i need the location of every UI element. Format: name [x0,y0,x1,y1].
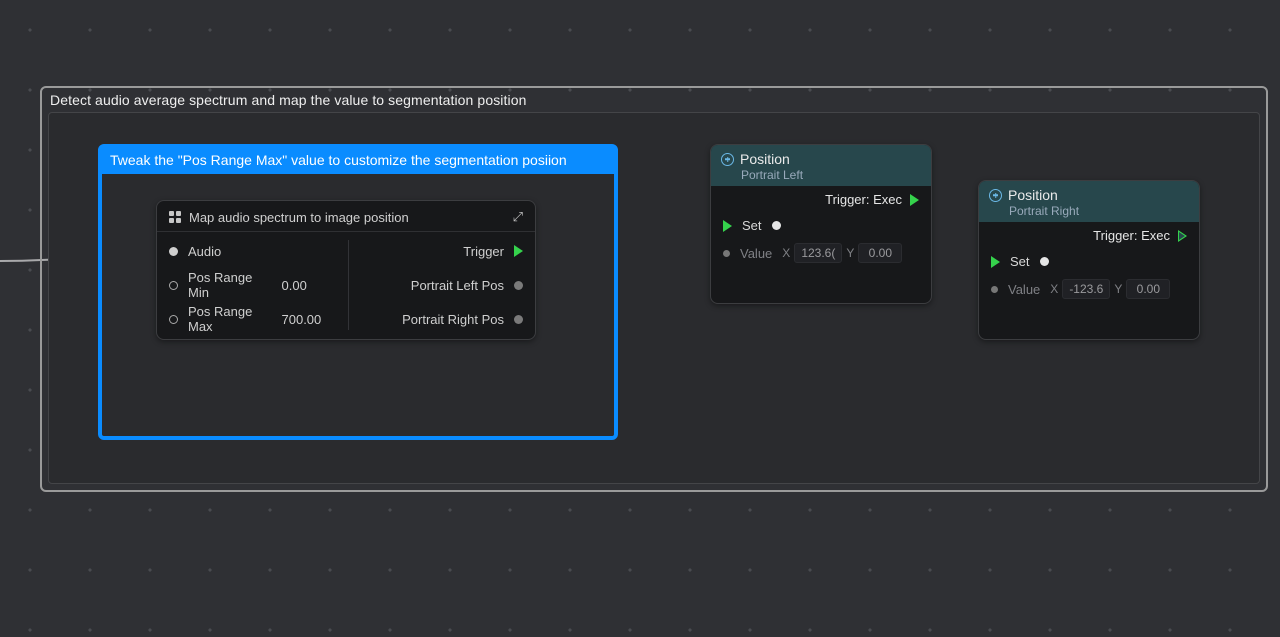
trigger-label: Trigger: Exec [825,192,902,207]
input-pos-range-min[interactable]: Pos Range Min 0.00 [169,274,330,296]
output-label: Trigger [463,244,504,259]
value-label: Value [740,246,772,261]
x-value[interactable]: -123.6 [1062,279,1110,299]
posnode-subtitle: Portrait Right [989,204,1189,218]
set-label: Set [1010,254,1030,269]
exec-pin-icon [991,256,1000,268]
pin-dot-icon [514,281,523,290]
pin-hollow-icon [169,315,178,324]
x-label: X [782,246,790,260]
node-map-audio-spectrum[interactable]: Map audio spectrum to image position ⤢ A… [156,200,536,340]
plus-icon [721,153,734,166]
range-min-value[interactable]: 0.00 [282,278,330,293]
exec-pin-icon [514,245,523,257]
output-label: Portrait Left Pos [411,278,504,293]
x-value[interactable]: 123.6( [794,243,842,263]
trigger-label: Trigger: Exec [1093,228,1170,243]
output-trigger[interactable]: Trigger [463,240,523,262]
pin-dot-icon [169,247,178,256]
node-header[interactable]: Map audio spectrum to image position ⤢ [157,201,535,232]
input-label: Pos Range Max [188,304,272,334]
exec-pin-hollow-icon [1178,230,1187,242]
dot-icon [1040,257,1049,266]
dot-icon [772,221,781,230]
input-value[interactable]: Value X -123.6 Y 0.00 [979,274,1199,304]
node-title: Map audio spectrum to image position [189,210,409,225]
exec-pin-icon [910,194,919,206]
posnode-subtitle: Portrait Left [721,168,921,182]
posnode-title: Position [1008,187,1058,203]
y-label: Y [1114,282,1122,296]
y-label: Y [846,246,854,260]
set-label: Set [742,218,762,233]
pin-dot-icon [514,315,523,324]
output-portrait-right-pos[interactable]: Portrait Right Pos [402,308,523,330]
output-portrait-left-pos[interactable]: Portrait Left Pos [411,274,523,296]
input-set[interactable]: Set [711,213,931,238]
pin-dot-icon [723,250,730,257]
input-audio[interactable]: Audio [169,240,330,262]
pin-dot-icon [991,286,998,293]
x-label: X [1050,282,1058,296]
node-position-left[interactable]: Position Portrait Left Trigger: Exec Set… [710,144,932,304]
range-max-value[interactable]: 700.00 [282,312,330,327]
input-set[interactable]: Set [979,249,1199,274]
comment-outer-title: Detect audio average spectrum and map th… [50,92,527,108]
value-label: Value [1008,282,1040,297]
grid-icon [169,211,181,223]
input-label: Audio [188,244,221,259]
posnode-title: Position [740,151,790,167]
node-position-right[interactable]: Position Portrait Right Trigger: Exec Se… [978,180,1200,340]
exec-pin-icon [723,220,732,232]
input-pos-range-max[interactable]: Pos Range Max 700.00 [169,308,330,330]
y-value[interactable]: 0.00 [858,243,902,263]
comment-blue-title: Tweak the "Pos Range Max" value to custo… [110,152,567,168]
posnode-header[interactable]: Position Portrait Left [711,145,931,186]
output-trigger-exec[interactable]: Trigger: Exec [711,186,931,213]
y-value[interactable]: 0.00 [1126,279,1170,299]
output-trigger-exec[interactable]: Trigger: Exec [979,222,1199,249]
input-value[interactable]: Value X 123.6( Y 0.00 [711,238,931,268]
input-label: Pos Range Min [188,270,272,300]
node-editor-canvas[interactable]: Detect audio average spectrum and map th… [0,0,1280,637]
plus-icon [989,189,1002,202]
expand-icon[interactable]: ⤢ [513,209,523,225]
output-label: Portrait Right Pos [402,312,504,327]
pin-hollow-icon [169,281,178,290]
posnode-header[interactable]: Position Portrait Right [979,181,1199,222]
